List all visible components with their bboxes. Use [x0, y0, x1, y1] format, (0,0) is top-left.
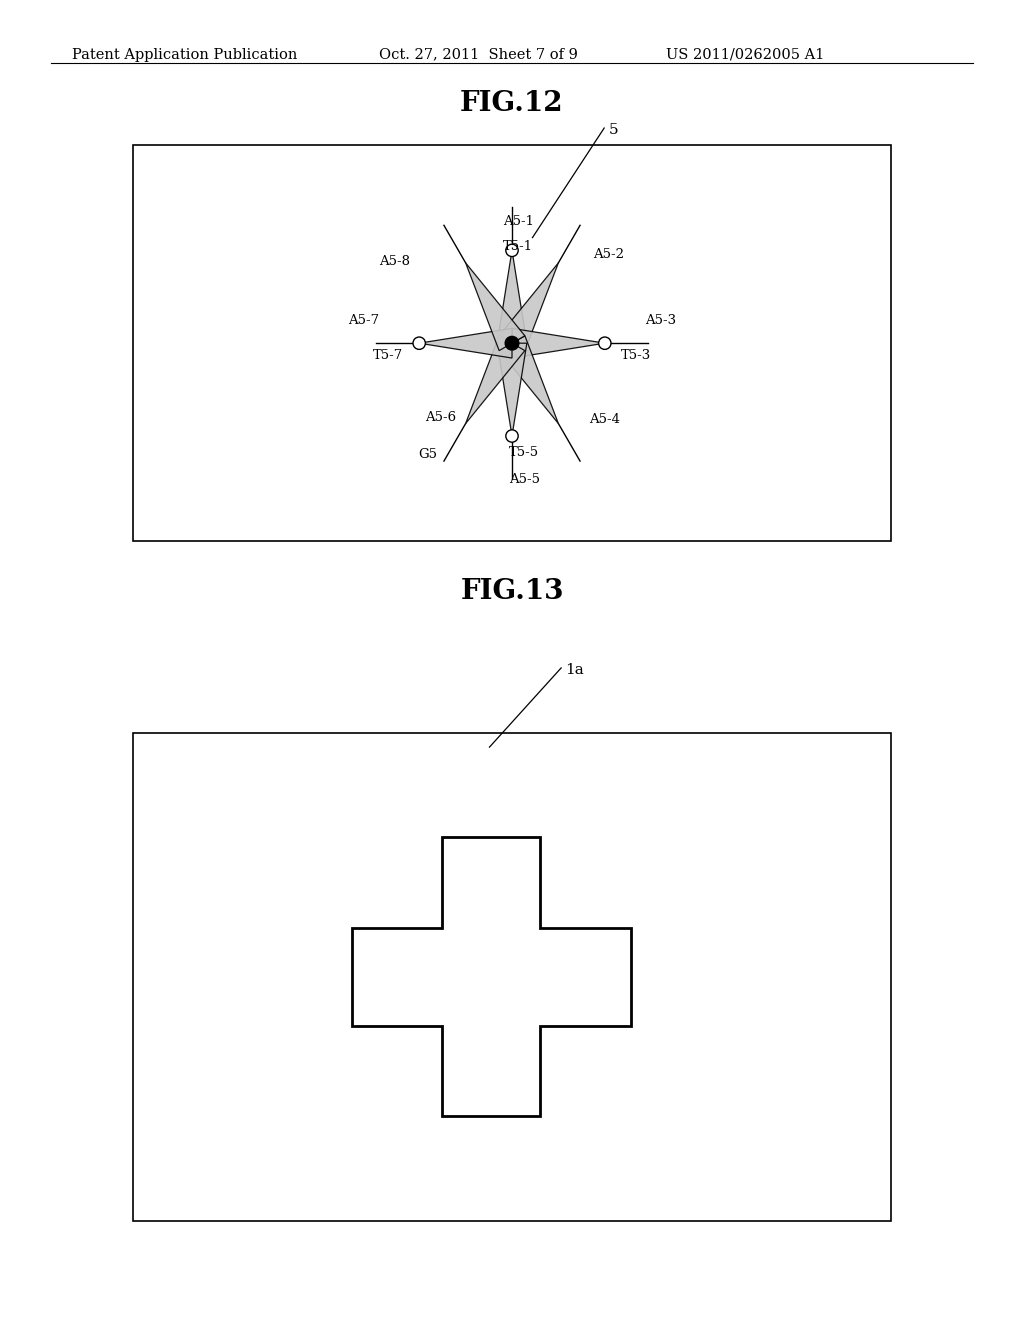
Text: T5-1: T5-1: [503, 240, 534, 253]
Text: A5-4: A5-4: [590, 413, 621, 426]
Text: 1a: 1a: [565, 663, 584, 677]
Text: 5: 5: [608, 123, 617, 137]
Text: A5-8: A5-8: [379, 255, 410, 268]
Circle shape: [506, 244, 518, 256]
Circle shape: [413, 337, 425, 350]
Polygon shape: [466, 263, 525, 351]
Polygon shape: [497, 343, 527, 436]
Circle shape: [506, 430, 518, 442]
Text: A5-6: A5-6: [425, 411, 456, 424]
Polygon shape: [499, 335, 558, 424]
Text: FIG.13: FIG.13: [460, 578, 564, 605]
Text: A5-7: A5-7: [348, 314, 379, 327]
Circle shape: [599, 337, 611, 350]
Polygon shape: [419, 329, 512, 358]
Text: US 2011/0262005 A1: US 2011/0262005 A1: [666, 48, 824, 62]
Text: T5-7: T5-7: [373, 348, 403, 362]
Text: T5-3: T5-3: [621, 348, 651, 362]
Polygon shape: [497, 251, 527, 343]
Polygon shape: [512, 329, 605, 358]
Text: A5-1: A5-1: [503, 215, 534, 228]
Text: T5-5: T5-5: [509, 446, 540, 458]
Text: A5-5: A5-5: [509, 473, 540, 486]
Polygon shape: [351, 837, 631, 1117]
Text: Oct. 27, 2011  Sheet 7 of 9: Oct. 27, 2011 Sheet 7 of 9: [379, 48, 578, 62]
Polygon shape: [499, 263, 558, 351]
Polygon shape: [466, 335, 525, 424]
Text: G5: G5: [419, 447, 437, 461]
Text: A5-3: A5-3: [645, 314, 676, 327]
Text: A5-2: A5-2: [593, 248, 624, 260]
Text: Patent Application Publication: Patent Application Publication: [72, 48, 297, 62]
Circle shape: [505, 337, 519, 350]
Text: FIG.12: FIG.12: [460, 90, 564, 116]
